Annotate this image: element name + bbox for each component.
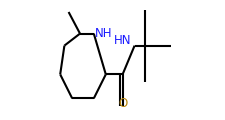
Text: O: O xyxy=(117,97,127,110)
Text: HN: HN xyxy=(114,34,131,47)
Text: NH: NH xyxy=(94,27,112,40)
